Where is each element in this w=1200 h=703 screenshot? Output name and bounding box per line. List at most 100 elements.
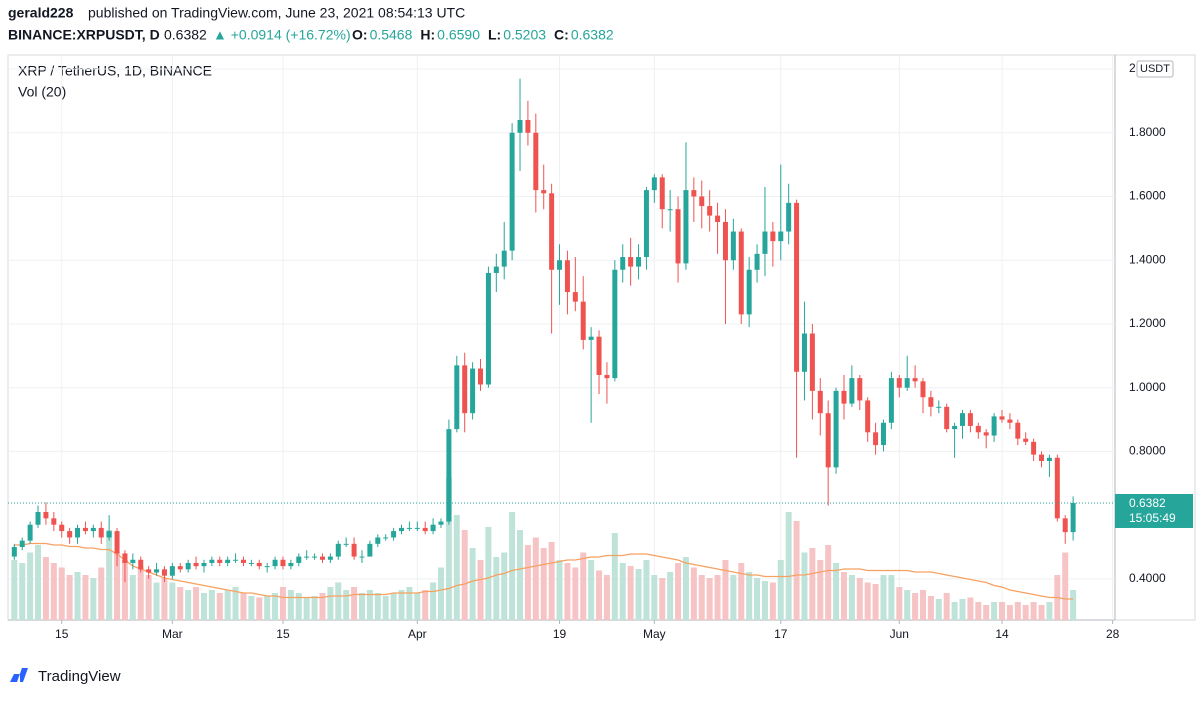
x-tick-label: Apr [408,627,427,641]
candle-body [122,553,128,563]
candle-body [233,559,239,561]
volume-bar [501,552,508,620]
volume-bar [90,578,97,620]
volume-bar [114,552,121,620]
volume-bar [1038,605,1045,620]
candle-body [185,562,191,570]
volume-ma [14,542,1074,600]
candle-body [770,231,776,242]
candle-body [67,531,73,538]
candle-body [1062,518,1068,533]
volume-bar [303,597,310,620]
volume-bar [840,572,847,620]
volume-bar [532,537,539,620]
volume-bar [777,560,784,620]
candle-body [501,250,507,267]
volume-bar [659,578,666,620]
candle-body [794,202,800,372]
candle-body [636,257,642,267]
candle-body [612,269,618,379]
volume-bar [200,593,207,620]
candle-body [1031,441,1037,455]
volume-bar [540,548,547,620]
candle-body [841,390,847,404]
volume-bar [643,560,650,620]
candle-body [177,566,183,570]
volume-bar [35,545,42,620]
last-price-box [1115,493,1193,528]
volume-bar [50,563,57,620]
candle-body [169,566,175,576]
candle-body [691,190,697,197]
candle-body [51,518,57,525]
volume-bar [872,584,879,620]
y-tick-label: 1.8000 [1129,125,1166,139]
candle-body [659,177,665,210]
volume-bar [343,590,350,620]
candle-body [154,569,160,573]
candle-body [825,413,831,468]
candle-body [904,378,910,388]
volume-bar [351,587,358,620]
candle-body [960,413,966,426]
candle-body [1023,438,1029,442]
candle-body [1039,454,1045,461]
candle-body [446,429,452,522]
candle-body [865,400,871,433]
volume-bar [66,575,73,620]
candle-body [383,537,389,539]
candles [8,78,1115,583]
volume-bar [145,575,152,620]
volume-bar [927,596,934,620]
volume-bar [1046,602,1053,620]
volume-bar [11,560,18,620]
volume-bar [445,477,452,620]
candle-body [991,416,997,436]
candle-body [715,215,721,222]
candle-body [1070,502,1076,533]
volume-bar [564,563,571,620]
candle-body [675,209,681,264]
candle-body [130,559,136,563]
candle-body [1046,457,1052,461]
volume-bar [406,587,413,620]
candle-body [391,531,397,538]
candle-body [248,562,254,564]
volume-bar [453,515,460,620]
change: ▲ +0.0914 (+16.72%) [213,27,351,43]
candle-body [272,559,278,567]
x-tick-label: 15 [55,627,69,641]
volume-bar [58,567,65,620]
candle-body [90,527,96,532]
candle-body [778,231,784,242]
volume-bar [398,590,405,620]
candle-body [604,374,610,379]
ohlc-label: C: [554,27,569,43]
candle-body [983,432,989,436]
volume-bar [366,590,373,620]
volume-bar [469,548,476,620]
volume-bar [856,578,863,620]
candle-body [896,378,902,388]
candle-body [541,190,547,194]
volume-bar [272,593,279,620]
volume-bar [864,582,871,620]
volume-bar [983,605,990,620]
volume-bar [1022,605,1029,620]
x-tick-label: Jun [890,627,909,641]
volume-bar [935,599,942,620]
volume-bar [548,542,555,620]
volume-bar [651,575,658,620]
volume-bar [1014,602,1021,620]
volume-bar [438,567,445,620]
candle-body [343,543,349,545]
volume-bar [1006,605,1013,620]
ohlc-label: H: [420,27,435,43]
volume-title: Vol (20) [18,84,66,100]
volume-bar [153,582,160,620]
volume-bar [572,567,579,620]
candle-body [327,556,333,560]
candle-body [82,527,88,532]
volume-bar [825,545,832,620]
volume-bar [335,582,342,620]
